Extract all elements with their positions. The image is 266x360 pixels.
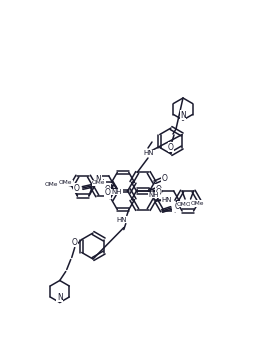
Text: N: N	[95, 175, 101, 184]
Text: OMe: OMe	[186, 202, 200, 207]
Text: N: N	[180, 111, 186, 120]
Text: OMe: OMe	[59, 180, 72, 185]
Text: O: O	[104, 188, 110, 197]
Text: N: N	[57, 293, 63, 302]
Text: NH: NH	[112, 189, 122, 195]
Text: OMe: OMe	[44, 181, 58, 186]
Text: O: O	[156, 185, 162, 194]
Text: HN: HN	[161, 197, 172, 203]
Text: NH: NH	[149, 192, 159, 198]
Text: N: N	[173, 202, 178, 211]
Text: O: O	[104, 184, 110, 193]
Text: O: O	[174, 202, 180, 211]
Text: O: O	[104, 185, 110, 194]
Text: OMe: OMe	[190, 201, 204, 206]
Text: HN: HN	[116, 217, 127, 222]
Text: O: O	[168, 143, 174, 152]
Text: O: O	[72, 238, 78, 247]
Text: O: O	[161, 174, 167, 183]
Text: OMe: OMe	[177, 202, 190, 207]
Text: OMe: OMe	[92, 180, 105, 185]
Text: HN: HN	[144, 150, 154, 156]
Text: O: O	[156, 188, 162, 197]
Text: O: O	[74, 184, 80, 193]
Text: NH: NH	[94, 179, 105, 185]
Text: O: O	[104, 189, 110, 198]
